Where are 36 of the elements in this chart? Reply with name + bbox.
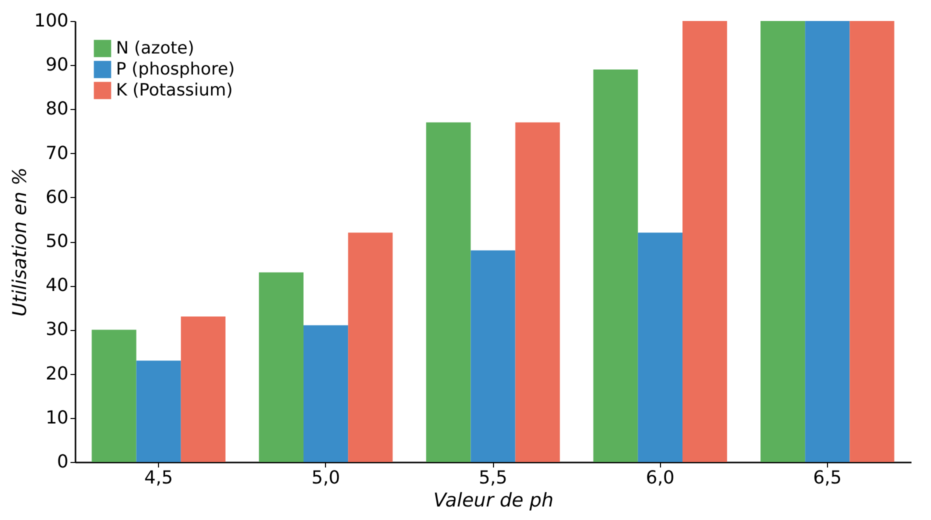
bar [850,21,894,462]
y-tick-label: 100 [34,10,68,32]
bar [258,272,304,462]
bar [426,122,471,462]
x-tick-label: 6,0 [646,468,675,488]
y-tick-label: 30 [46,319,68,340]
bar [92,330,136,462]
bar [515,122,560,462]
x-axis-title: Valeur de ph [433,490,554,512]
bar [805,21,850,462]
y-tick-label: 40 [46,275,68,296]
y-tick-label: 0 [57,452,68,472]
bar [760,21,806,462]
y-tick-label: 10 [46,407,68,428]
bar [593,70,638,462]
x-tick-label: 5,5 [478,468,508,488]
y-tick-label: 20 [46,363,68,384]
y-tick-label: 60 [46,186,68,208]
y-tick-label: 90 [46,54,68,76]
bar [470,250,516,462]
bar [136,360,181,462]
bar [304,325,348,462]
x-tick-label: 5,0 [311,468,340,488]
y-tick-label: 50 [46,231,68,252]
x-tick-label: 6,5 [813,468,842,488]
x-tick-label: 4,5 [144,468,173,488]
y-axis-title: Utilisation en % [9,168,32,316]
y-tick-label: 70 [46,142,68,164]
y-tick-label: 80 [46,98,68,120]
bar [682,21,728,462]
bar [180,316,226,462]
bar [638,232,682,462]
bar [348,232,393,462]
legend-label: K (Potassium) [116,80,233,100]
legend-label: P (phosphore) [116,60,235,80]
legend-label: N (azote) [116,38,194,58]
